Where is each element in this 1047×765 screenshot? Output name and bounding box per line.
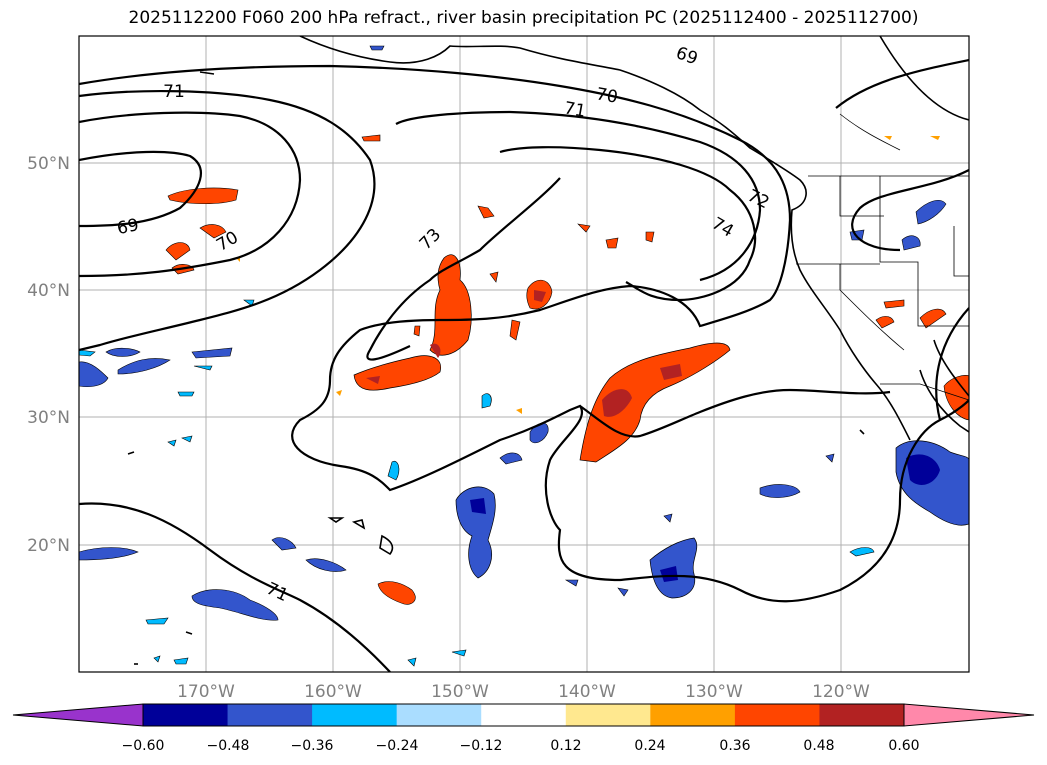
- lat-tick-label: 20°N: [27, 536, 70, 556]
- colorbar-tick-label: 0.48: [803, 738, 834, 754]
- contour-label: 69: [115, 215, 140, 239]
- colorbar-segment: [312, 704, 398, 726]
- colorbar-tick-label: −0.48: [207, 738, 250, 754]
- colorbar-segment: [565, 704, 651, 726]
- colorbar-segment: [396, 704, 482, 726]
- colorbar-tick-label: −0.60: [122, 738, 165, 754]
- negative-anomaly-areas: [79, 45, 969, 667]
- colorbar-segment: [734, 704, 820, 726]
- lon-tick-label: 160°W: [304, 682, 362, 702]
- lat-tick-label: 30°N: [27, 408, 70, 428]
- refractivity-contours: [79, 58, 969, 672]
- lon-tick-label: 120°W: [812, 682, 870, 702]
- colorbar-tick-label: −0.24: [376, 738, 419, 754]
- contour-label: 70: [594, 84, 619, 107]
- contour-label: 71: [163, 82, 185, 102]
- coastlines: [127, 36, 969, 665]
- map-title: 2025112200 F060 200 hPa refract., river …: [128, 8, 919, 28]
- colorbar-tick-label: −0.12: [460, 738, 503, 754]
- colorbar-tick-label: 0.24: [634, 738, 665, 754]
- political-borders: [796, 113, 969, 401]
- colorbar-segment: [819, 704, 905, 726]
- map-frame: [78, 35, 970, 673]
- colorbar-segment: [143, 704, 229, 726]
- lon-tick-label: 170°W: [177, 682, 235, 702]
- lat-tick-label: 40°N: [27, 281, 70, 301]
- colorbar-tick-label: 0.36: [719, 738, 750, 754]
- lon-tick-label: 140°W: [558, 682, 616, 702]
- colorbar-segment: [481, 704, 567, 726]
- colorbar-right-extend: [903, 703, 1035, 727]
- colorbar-tick-label: −0.36: [291, 738, 334, 754]
- colorbar: −0.60 −0.48 −0.36 −0.24 −0.12 0.12 0.24 …: [12, 703, 1035, 754]
- contour-label: 71: [562, 98, 587, 121]
- longitude-ticks: 170°W 160°W 150°W 140°W 130°W 120°W: [177, 682, 870, 702]
- latitude-ticks: 50°N 40°N 30°N 20°N: [27, 154, 70, 556]
- colorbar-left-extend: [12, 703, 144, 727]
- colorbar-outline: [142, 703, 905, 727]
- colorbar-segment: [650, 704, 736, 726]
- colorbar-tick-label: 0.12: [550, 738, 581, 754]
- lat-tick-label: 50°N: [27, 154, 70, 174]
- colorbar-tick-label: 0.60: [888, 738, 919, 754]
- lon-tick-label: 130°W: [685, 682, 743, 702]
- colorbar-segment: [227, 704, 313, 726]
- lon-tick-label: 150°W: [431, 682, 489, 702]
